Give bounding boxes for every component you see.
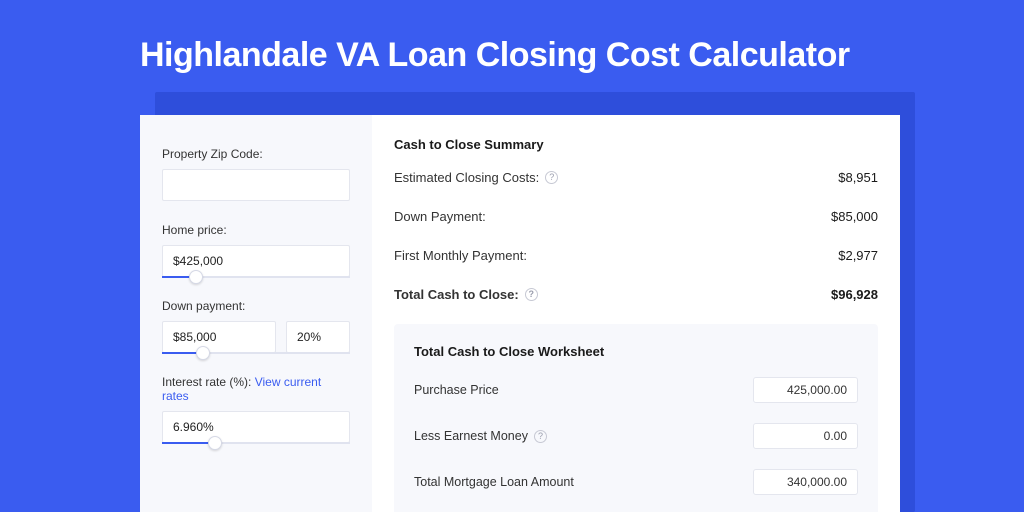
summary-row-label: Down Payment: (394, 209, 486, 224)
worksheet-value-input[interactable] (753, 377, 858, 403)
interest-rate-input[interactable] (162, 411, 350, 443)
interest-rate-label: Interest rate (%): View current rates (162, 375, 350, 403)
summary-row: Estimated Closing Costs:? $8,951 (394, 170, 878, 185)
worksheet-row-label: Purchase Price (414, 383, 499, 397)
zip-label: Property Zip Code: (162, 147, 350, 161)
worksheet-value-input[interactable] (753, 469, 858, 495)
summary-row: Down Payment: $85,000 (394, 197, 878, 224)
down-payment-amount-input[interactable] (162, 321, 276, 353)
summary-row-value: $85,000 (831, 209, 878, 224)
zip-field: Property Zip Code: (162, 147, 350, 201)
worksheet-title: Total Cash to Close Worksheet (414, 344, 858, 359)
down-payment-percent-input[interactable] (286, 321, 350, 353)
slider-thumb[interactable] (196, 346, 210, 360)
summary-row-label: Estimated Closing Costs:? (394, 170, 558, 185)
zip-input[interactable] (162, 169, 350, 201)
results-panel: Cash to Close Summary Estimated Closing … (372, 115, 900, 512)
worksheet-row-label: Less Earnest Money? (414, 429, 547, 443)
summary-row: First Monthly Payment: $2,977 (394, 236, 878, 263)
slider-thumb[interactable] (208, 436, 222, 450)
summary-row-value: $8,951 (838, 170, 878, 185)
down-payment-label: Down payment: (162, 299, 350, 313)
home-price-field: Home price: (162, 223, 350, 277)
summary-row: Total Cash to Close:? $96,928 (394, 275, 878, 302)
down-payment-slider[interactable] (162, 321, 350, 353)
page-title: Highlandale VA Loan Closing Cost Calcula… (140, 36, 850, 75)
interest-rate-label-text: Interest rate (%): (162, 375, 255, 389)
home-price-slider[interactable] (162, 245, 350, 277)
summary-row-label: First Monthly Payment: (394, 248, 527, 263)
calculator-card: Property Zip Code: Home price: Down paym… (140, 115, 900, 512)
interest-rate-field: Interest rate (%): View current rates (162, 375, 350, 443)
help-icon[interactable]: ? (545, 171, 558, 184)
worksheet-section: Total Cash to Close Worksheet Purchase P… (394, 324, 878, 512)
help-icon[interactable]: ? (534, 430, 547, 443)
inputs-sidebar: Property Zip Code: Home price: Down paym… (140, 115, 372, 512)
worksheet-row: Less Earnest Money? (414, 423, 858, 449)
summary-title: Cash to Close Summary (394, 137, 878, 152)
worksheet-rows: Purchase Price Less Earnest Money? Total M… (414, 377, 858, 512)
summary-rows: Estimated Closing Costs:? $8,951 Down Paym… (394, 170, 878, 302)
worksheet-row: Purchase Price (414, 377, 858, 403)
help-icon[interactable]: ? (525, 288, 538, 301)
worksheet-value-input[interactable] (753, 423, 858, 449)
summary-row-value: $2,977 (838, 248, 878, 263)
summary-section: Cash to Close Summary Estimated Closing … (394, 137, 878, 302)
summary-row-value: $96,928 (831, 287, 878, 302)
home-price-label: Home price: (162, 223, 350, 237)
summary-row-label: Total Cash to Close:? (394, 287, 538, 302)
worksheet-row-label: Total Mortgage Loan Amount (414, 475, 574, 489)
interest-rate-slider[interactable] (162, 411, 350, 443)
down-payment-field: Down payment: (162, 299, 350, 353)
worksheet-row: Total Mortgage Loan Amount (414, 469, 858, 495)
slider-thumb[interactable] (189, 270, 203, 284)
